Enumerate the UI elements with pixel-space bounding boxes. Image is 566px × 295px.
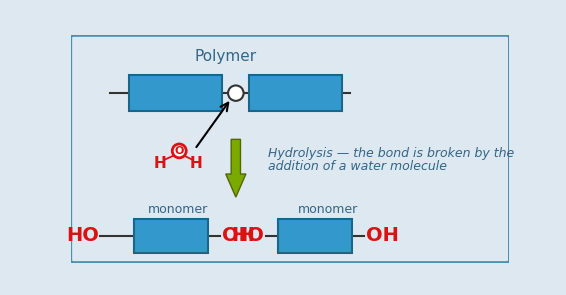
Text: H: H (153, 156, 166, 171)
Text: HO: HO (231, 226, 264, 245)
FancyBboxPatch shape (71, 35, 509, 263)
Text: addition of a water molecule: addition of a water molecule (268, 160, 447, 173)
Text: O: O (174, 146, 184, 156)
Text: H: H (190, 156, 203, 171)
Text: monomer: monomer (148, 203, 208, 216)
Bar (134, 219, 208, 253)
Circle shape (228, 86, 243, 101)
Bar (249, 76, 342, 111)
Polygon shape (226, 139, 246, 197)
Text: monomer: monomer (298, 203, 358, 216)
Text: OH: OH (222, 226, 255, 245)
Text: HO: HO (66, 226, 98, 245)
Text: Hydrolysis — the bond is broken by the: Hydrolysis — the bond is broken by the (268, 147, 514, 160)
Text: OH: OH (366, 226, 399, 245)
Text: Polymer: Polymer (195, 49, 257, 64)
Circle shape (172, 144, 186, 158)
Bar (129, 76, 222, 111)
Bar (278, 219, 352, 253)
